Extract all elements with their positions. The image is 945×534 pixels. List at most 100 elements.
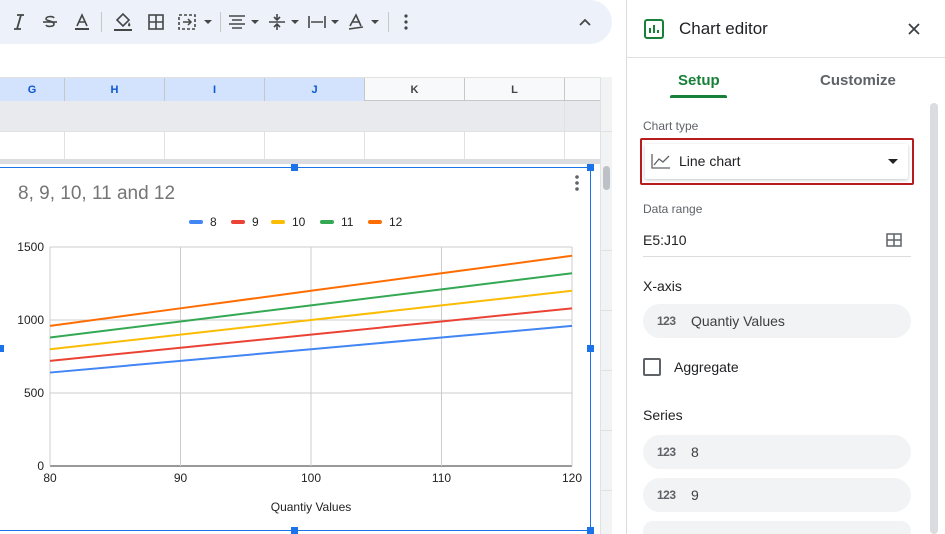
cell-divider	[564, 101, 565, 161]
highlighted-row[interactable]	[0, 101, 600, 131]
x-tick-label: 80	[43, 471, 57, 485]
cell-divider	[464, 131, 465, 161]
cell-divider	[164, 131, 165, 161]
column-header-h[interactable]: H	[65, 78, 165, 101]
resize-handle-left[interactable]	[0, 345, 4, 352]
grid-scrollbar[interactable]	[600, 77, 612, 534]
x-tick-label: 100	[301, 471, 321, 485]
chart-type-dropdown[interactable]	[645, 144, 908, 179]
series-name: 8	[691, 444, 699, 460]
chart-menu-icon[interactable]	[570, 173, 584, 193]
legend-swatch	[320, 220, 334, 224]
series-heading: Series	[643, 407, 683, 423]
x-tick-label: 90	[174, 471, 188, 485]
panel-scrollbar[interactable]	[930, 103, 938, 534]
legend-item-11[interactable]: 11	[320, 215, 353, 229]
tab-customize[interactable]: Customize	[820, 72, 896, 89]
horizontal-align-icon[interactable]	[226, 8, 262, 36]
resize-handle-top-right[interactable]	[587, 164, 594, 171]
y-tick-label: 500	[24, 386, 44, 400]
collapse-toolbar-icon[interactable]	[574, 8, 596, 36]
more-vert-icon[interactable]	[396, 8, 416, 36]
text-wrap-icon[interactable]	[306, 8, 342, 36]
cell-divider	[264, 131, 265, 161]
chart-type-highlight	[640, 138, 914, 185]
series-line-10	[49, 289, 573, 351]
legend-item-9[interactable]: 9	[231, 215, 259, 229]
series-name: 9	[691, 487, 699, 503]
cell-divider	[364, 131, 365, 161]
legend-label: 10	[292, 215, 306, 229]
data-range-label: Data range	[643, 202, 703, 216]
text-color-icon[interactable]	[70, 8, 94, 36]
column-header-j[interactable]: J	[265, 78, 365, 101]
data-range-underline	[643, 256, 911, 257]
x-tick-label: 120	[562, 471, 582, 485]
embedded-chart[interactable]	[0, 167, 591, 531]
vertical-align-icon[interactable]	[266, 8, 302, 36]
series-chip-8[interactable]: 123 8	[643, 435, 911, 469]
x-axis-value: Quantiy Values	[691, 313, 785, 329]
formatting-toolbar	[0, 0, 612, 44]
chart-type-value: Line chart	[679, 153, 741, 169]
data-range-input[interactable]: E5:J10	[643, 232, 687, 248]
row-divider	[600, 490, 612, 491]
toolbar-divider	[388, 12, 389, 32]
series-line-11	[49, 272, 573, 339]
y-tick-label: 1500	[17, 240, 44, 254]
select-range-icon[interactable]	[886, 233, 902, 247]
column-header-l[interactable]: L	[465, 78, 565, 101]
legend-swatch	[368, 220, 382, 224]
chart-title[interactable]: 8, 9, 10, 11 and 12	[18, 183, 176, 204]
line-chart-plot: 0 500 1000 1500 80 90 100 110 120 Quantiy Values	[17, 240, 582, 514]
series-chip-partial[interactable]	[643, 521, 911, 534]
x-tick-label: 110	[432, 471, 451, 485]
more-vert-icon[interactable]	[891, 443, 897, 461]
italic-icon[interactable]	[8, 8, 30, 36]
resize-handle-bottom[interactable]	[291, 527, 298, 534]
legend-swatch	[189, 220, 203, 224]
tab-setup[interactable]: Setup	[678, 72, 720, 89]
legend-item-12[interactable]: 12	[368, 215, 402, 229]
merge-cells-icon[interactable]	[176, 8, 216, 36]
legend-label: 9	[252, 215, 259, 229]
toolbar-divider	[220, 12, 221, 32]
series-line-9	[49, 307, 573, 362]
close-icon[interactable]	[905, 20, 923, 38]
active-tab-indicator	[670, 95, 727, 98]
row-divider	[600, 131, 612, 132]
cell-divider	[64, 131, 65, 161]
x-axis-chip[interactable]: 123 Quantiy Values	[643, 304, 911, 338]
series-chip-9[interactable]: 123 9	[643, 478, 911, 512]
grid-scrollbar-thumb[interactable]	[603, 166, 610, 190]
column-header-i[interactable]: I	[165, 78, 265, 101]
y-tick-label: 1000	[17, 313, 44, 327]
borders-icon[interactable]	[144, 8, 168, 36]
x-axis-heading: X-axis	[643, 278, 682, 294]
legend-label: 11	[341, 215, 354, 229]
frozen-divider[interactable]	[0, 159, 600, 164]
more-vert-icon[interactable]	[891, 312, 897, 330]
row-divider	[600, 370, 612, 371]
more-vert-icon[interactable]	[891, 486, 897, 504]
legend-item-8[interactable]: 8	[189, 215, 217, 229]
number-format-icon: 123	[657, 488, 676, 502]
number-format-icon: 123	[657, 314, 676, 328]
aggregate-label: Aggregate	[674, 359, 739, 375]
strikethrough-icon[interactable]	[38, 8, 62, 36]
toolbar-divider	[101, 12, 102, 32]
resize-handle-bottom-right[interactable]	[587, 527, 594, 534]
aggregate-checkbox[interactable]	[643, 358, 661, 376]
column-header-g[interactable]: G	[0, 78, 65, 101]
fill-color-icon[interactable]	[110, 8, 136, 36]
column-header-k[interactable]: K	[365, 78, 465, 101]
row-divider	[0, 131, 600, 132]
chart-editor-logo-icon	[644, 19, 664, 39]
text-rotation-icon[interactable]	[346, 8, 382, 36]
legend-item-10[interactable]: 10	[271, 215, 305, 229]
chevron-down-icon[interactable]	[888, 159, 898, 164]
resize-handle-top[interactable]	[291, 164, 298, 171]
x-axis-title: Quantiy Values	[271, 500, 352, 514]
resize-handle-right[interactable]	[587, 345, 594, 352]
